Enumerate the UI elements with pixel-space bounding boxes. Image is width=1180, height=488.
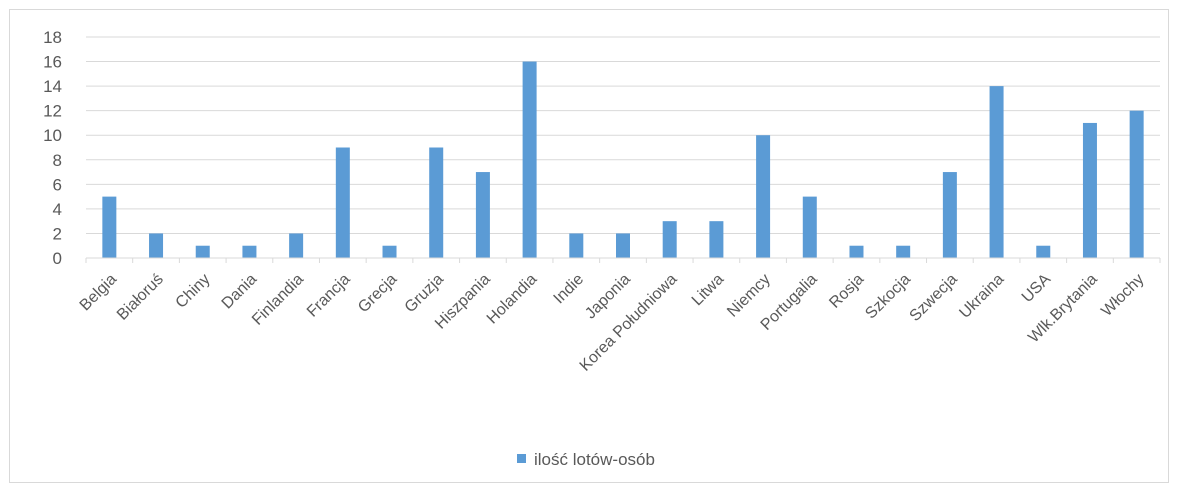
y-tick-label: 16: [43, 53, 62, 72]
x-category-label: Włochy: [1098, 271, 1147, 320]
bar: [802, 196, 817, 258]
x-category-label: Holandia: [484, 271, 541, 328]
bar: [709, 221, 724, 258]
bar: [896, 245, 911, 258]
x-category-label: Dania: [219, 271, 261, 313]
bar: [942, 172, 957, 258]
bar: [195, 245, 210, 258]
bar: [849, 245, 864, 258]
bar: [242, 245, 257, 258]
bar: [149, 233, 164, 258]
bar: [475, 172, 490, 258]
x-category-label: Gruzja: [402, 271, 447, 316]
y-tick-label: 6: [53, 175, 62, 194]
x-category-label: Litwa: [689, 271, 728, 310]
y-tick-label: 10: [43, 126, 62, 145]
bar: [1036, 245, 1051, 258]
y-tick-label: 12: [43, 102, 62, 121]
x-category-label: Finlandia: [249, 271, 307, 329]
y-tick-label: 8: [53, 151, 62, 170]
x-axis: [85, 257, 1161, 263]
x-category-label: Szwecja: [907, 271, 961, 325]
bar: [662, 221, 677, 258]
bar: [1082, 122, 1097, 258]
x-category-label: Białoruś: [114, 271, 167, 324]
bar: [616, 233, 630, 258]
x-category-label: USA: [1019, 271, 1055, 307]
bars: [102, 61, 1144, 259]
bar: [522, 61, 537, 258]
y-tick-label: 4: [53, 200, 62, 219]
legend-label: ilość lotów-osób: [534, 450, 655, 469]
y-tick-label: 0: [53, 249, 62, 268]
bar: [1129, 110, 1144, 259]
y-tick-label: 2: [53, 224, 62, 243]
bar: [756, 135, 771, 258]
legend: ilość lotów-osób: [517, 450, 655, 469]
gridlines: [86, 36, 1160, 234]
x-category-label: Ukraina: [956, 271, 1007, 322]
x-category-label: Grecja: [355, 271, 400, 316]
bar: [102, 196, 117, 258]
x-category-label: Chiny: [173, 271, 214, 312]
legend-swatch: [517, 454, 526, 463]
x-category-label: Szkocja: [862, 271, 914, 323]
x-category-label: Belgia: [77, 271, 121, 315]
x-category-label: Indie: [551, 271, 588, 308]
y-tick-label: 18: [43, 28, 62, 47]
bar: [382, 245, 397, 258]
y-tick-label: 14: [43, 77, 62, 96]
bar: [989, 86, 1004, 258]
bar: [335, 147, 350, 258]
x-category-label: Francja: [304, 271, 354, 321]
bar: [289, 233, 304, 258]
x-category-label: Rosja: [826, 271, 867, 312]
y-axis-tick-labels: 0 2 4 6 8 10 12 14 16 18: [43, 28, 62, 268]
bar: [569, 233, 584, 258]
bar: [429, 147, 444, 258]
